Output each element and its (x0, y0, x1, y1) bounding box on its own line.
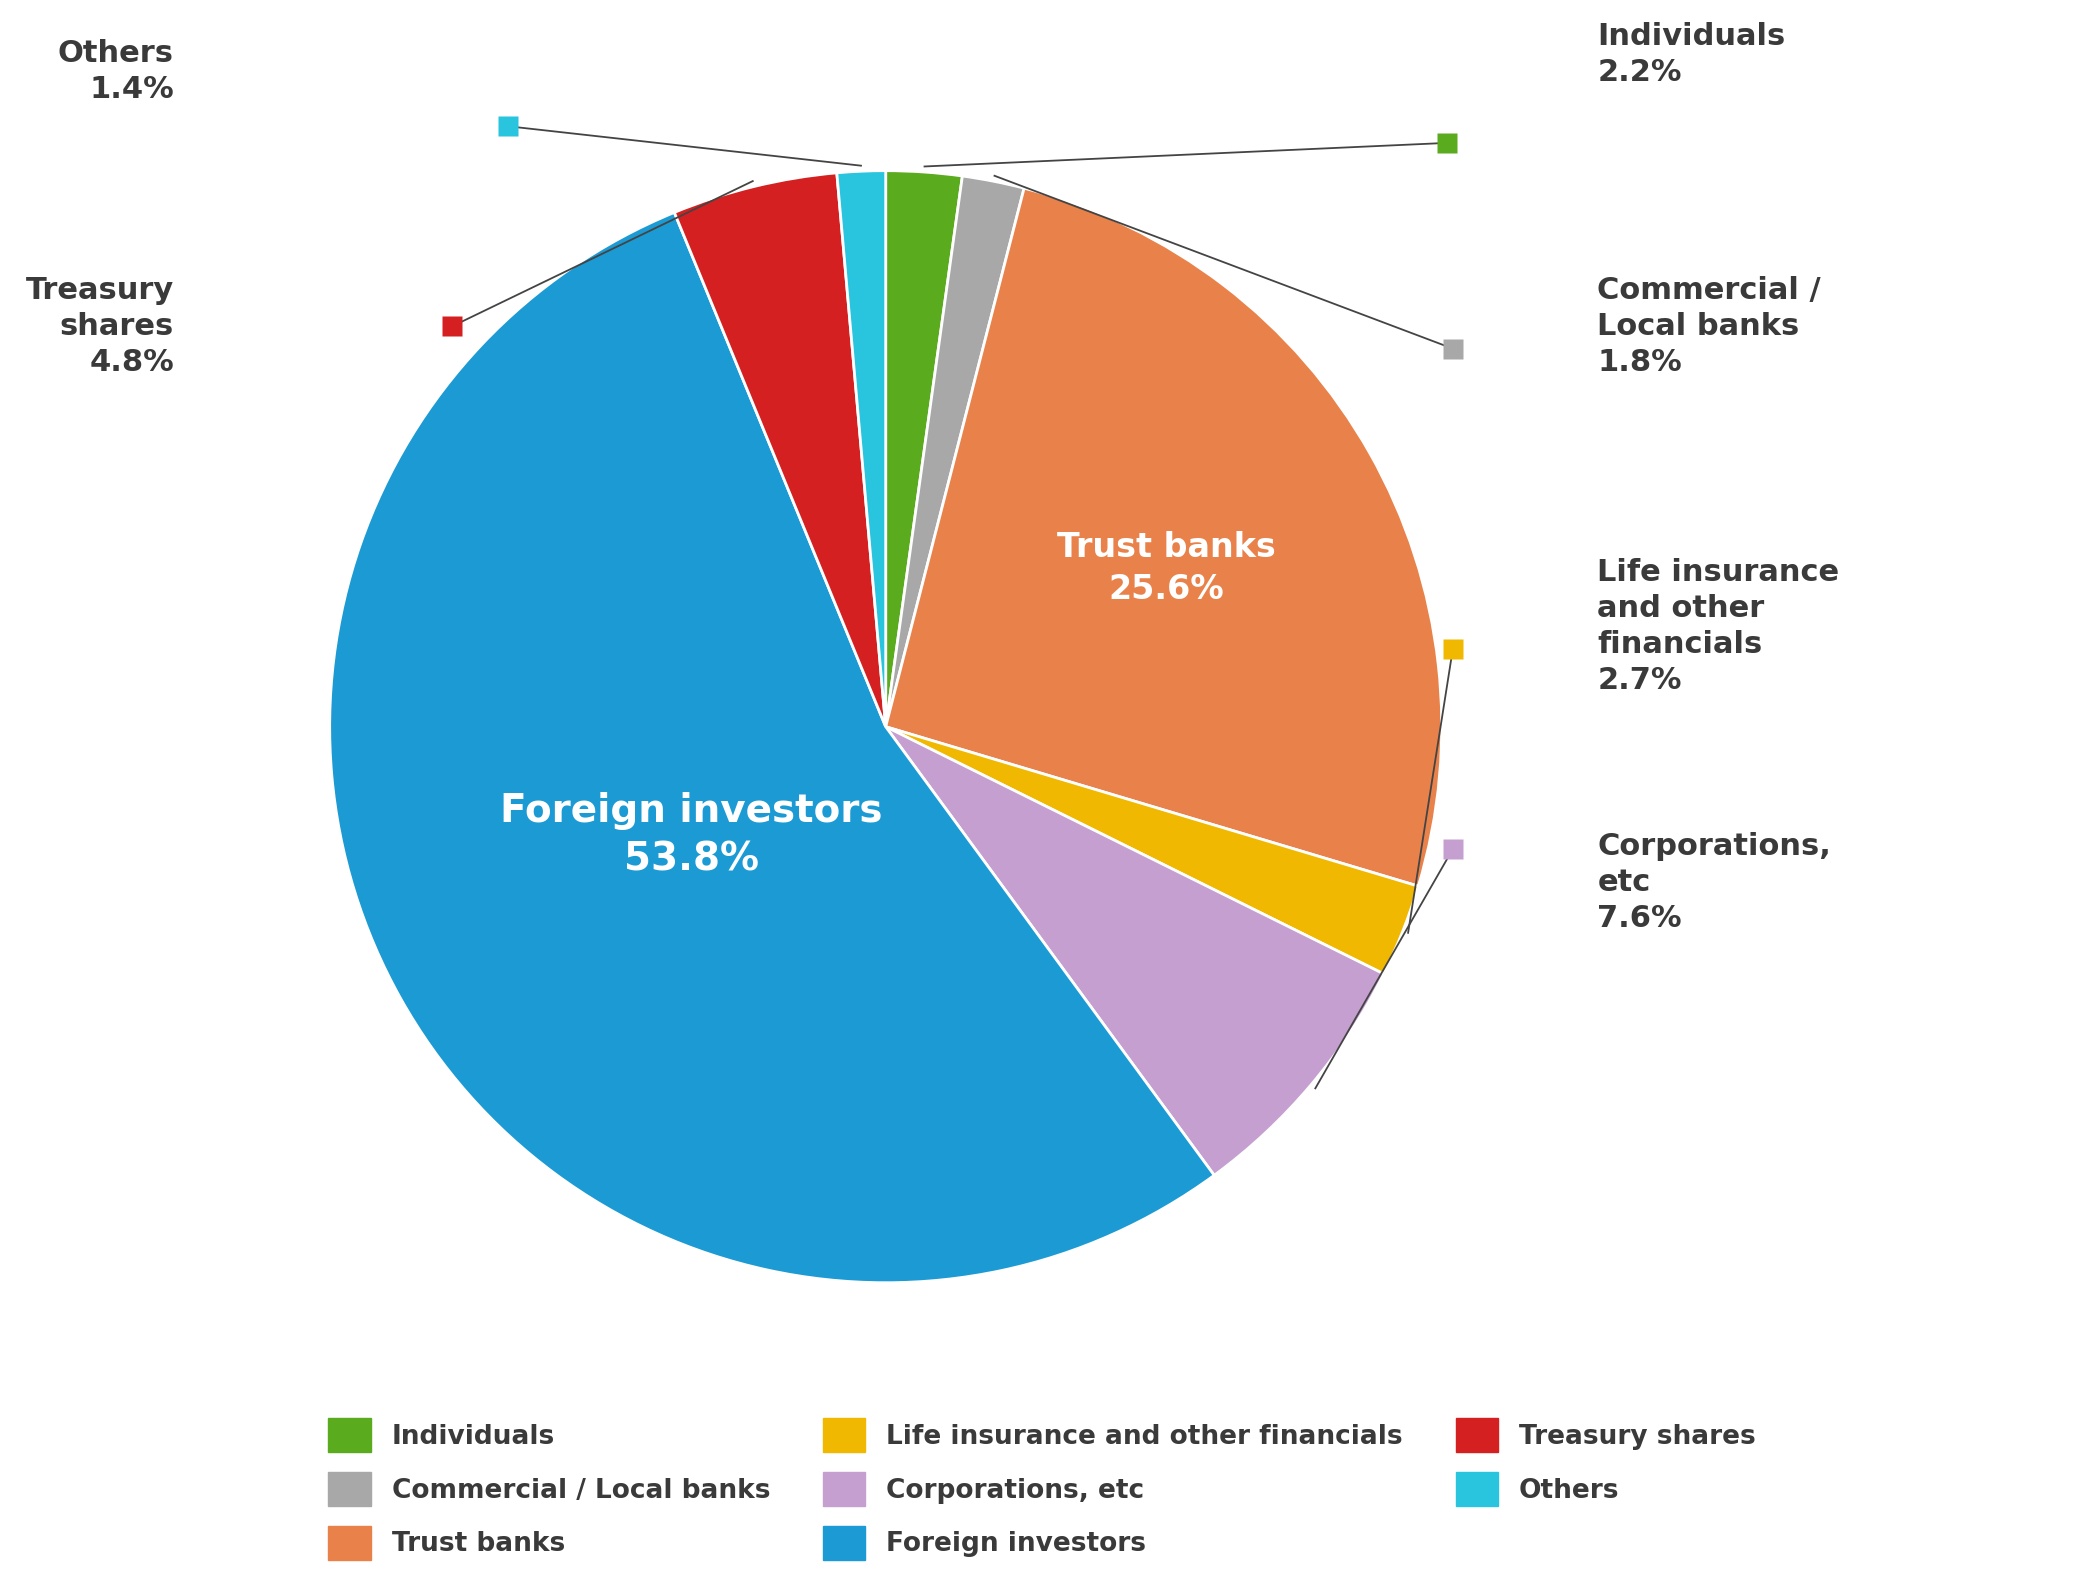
Text: Commercial /
Local banks
1.8%: Commercial / Local banks 1.8% (1598, 276, 1821, 377)
Text: Trust banks
25.6%: Trust banks 25.6% (1057, 531, 1275, 605)
Wedge shape (838, 171, 886, 727)
Wedge shape (886, 171, 963, 727)
Text: Life insurance
and other
financials
2.7%: Life insurance and other financials 2.7% (1598, 558, 1840, 695)
Wedge shape (886, 727, 1384, 1175)
Legend: Individuals, Commercial / Local banks, Trust banks, Life insurance and other fin: Individuals, Commercial / Local banks, T… (306, 1397, 1778, 1581)
Wedge shape (675, 173, 886, 727)
Wedge shape (886, 188, 1442, 885)
Wedge shape (886, 727, 1419, 974)
Text: Treasury
shares
4.8%: Treasury shares 4.8% (25, 276, 173, 377)
Text: Corporations,
etc
7.6%: Corporations, etc 7.6% (1598, 832, 1832, 933)
Text: Others
1.4%: Others 1.4% (58, 40, 173, 105)
Wedge shape (329, 212, 1215, 1283)
Wedge shape (886, 176, 1023, 727)
Text: Individuals
2.2%: Individuals 2.2% (1598, 22, 1786, 87)
Text: Foreign investors
53.8%: Foreign investors 53.8% (500, 792, 884, 879)
